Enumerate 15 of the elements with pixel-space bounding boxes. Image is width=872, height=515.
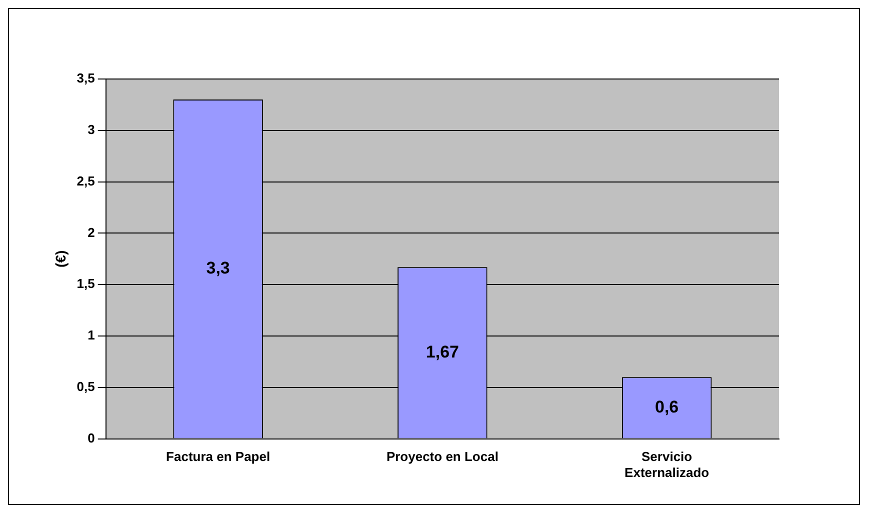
y-tick-label: 1 bbox=[88, 328, 95, 343]
y-tick-label: 0 bbox=[88, 430, 95, 446]
data-label: 0,6 bbox=[654, 397, 679, 416]
y-tick-label: 1,5 bbox=[76, 276, 95, 292]
y-tick-label: 3 bbox=[88, 122, 95, 137]
y-tick-label: 0,5 bbox=[76, 378, 95, 394]
x-tick-label: Factura en Papel bbox=[166, 449, 270, 464]
y-axis-title: (€) bbox=[52, 250, 68, 268]
y-tick-label: 2,5 bbox=[76, 173, 95, 188]
y-tick-label: 2 bbox=[88, 224, 95, 240]
data-label: 1,67 bbox=[426, 342, 459, 362]
x-tick-label: Proyecto en Local bbox=[386, 449, 498, 464]
y-tick-label: 3,5 bbox=[76, 70, 95, 86]
x-tick-label: Servicio Externalizado bbox=[624, 449, 710, 480]
data-label: 3,3 bbox=[206, 258, 230, 278]
